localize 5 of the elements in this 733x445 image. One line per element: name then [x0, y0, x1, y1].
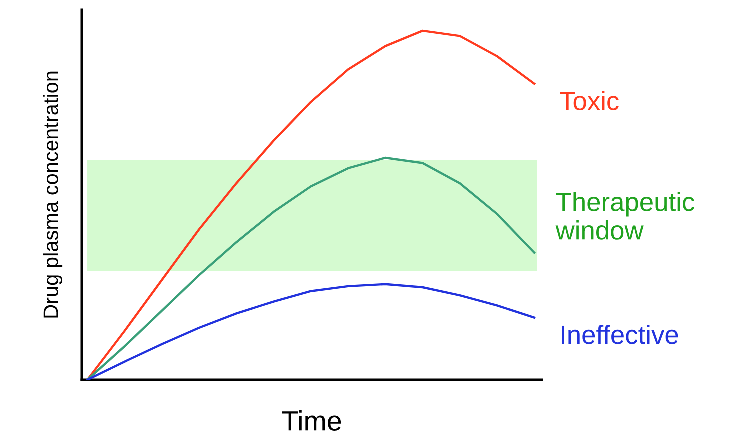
x-axis-title: Time — [282, 410, 342, 431]
series-label: Ineffective — [562, 325, 678, 344]
series-label: Toxic — [560, 91, 619, 111]
band-label: Therapeutic window — [556, 192, 694, 240]
y-axis-title: Drug plasma concentration — [43, 72, 63, 318]
